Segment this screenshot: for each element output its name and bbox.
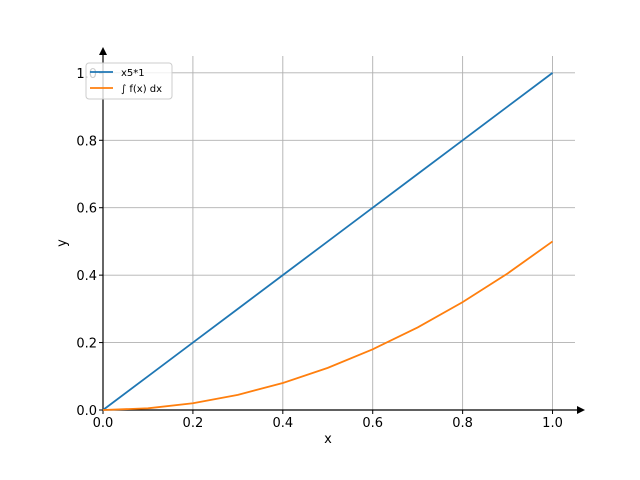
x-tick-label: 0.6 bbox=[362, 416, 383, 431]
y-tick-label: 0.2 bbox=[76, 337, 97, 352]
y-tick-label: 0.4 bbox=[76, 269, 97, 284]
y-tick-label: 0.8 bbox=[76, 134, 97, 149]
y-tick-label: 0.0 bbox=[76, 404, 97, 419]
x-axis-title: x bbox=[324, 432, 332, 447]
y-axis-arrow-icon bbox=[99, 47, 107, 55]
legend: x5*1 ∫ f(x) dx bbox=[85, 62, 173, 100]
series-lines bbox=[102, 72, 554, 411]
x-tick-label: 0.8 bbox=[452, 416, 473, 431]
x-tick-label: 1.0 bbox=[542, 416, 563, 431]
y-axis-title: y bbox=[55, 239, 70, 247]
legend-label: x5*1 bbox=[121, 68, 145, 79]
series-line-0 bbox=[102, 72, 554, 411]
axes bbox=[99, 47, 585, 414]
y-tick-label: 0.6 bbox=[76, 202, 97, 217]
ticks: 0.00.20.40.60.81.00.00.20.40.60.81.0 bbox=[76, 67, 563, 431]
x-tick-label: 0.0 bbox=[93, 416, 114, 431]
x-axis-arrow-icon bbox=[577, 406, 585, 414]
series-line-1 bbox=[102, 240, 554, 411]
legend-label: ∫ f(x) dx bbox=[121, 84, 162, 95]
x-tick-label: 0.4 bbox=[272, 416, 293, 431]
x-tick-label: 0.2 bbox=[183, 416, 204, 431]
grid bbox=[103, 56, 575, 410]
